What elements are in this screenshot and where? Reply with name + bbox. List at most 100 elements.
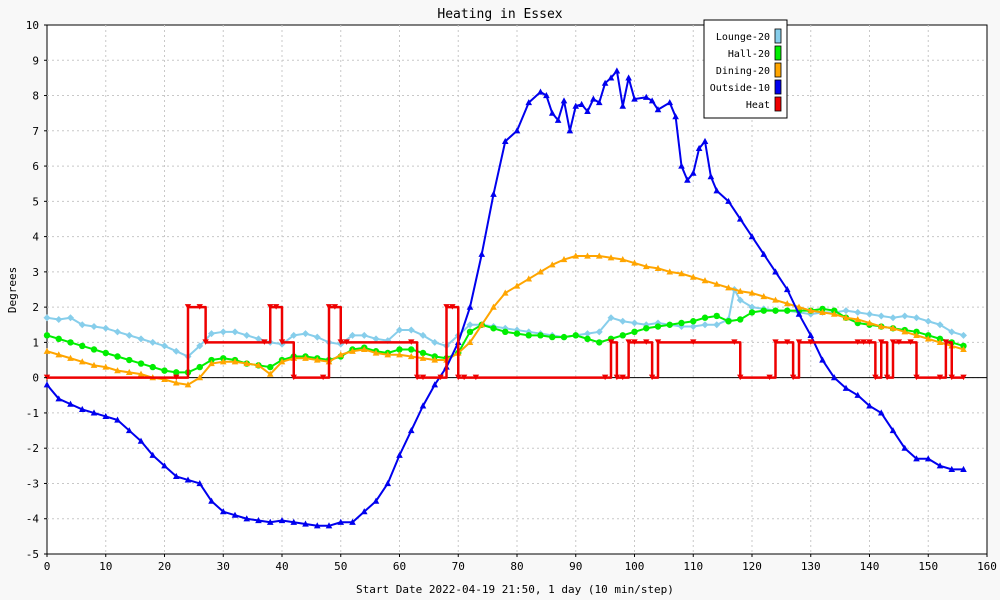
hall-20-point xyxy=(431,353,438,360)
y-tick-label: -2 xyxy=(26,442,39,455)
heat-point xyxy=(889,339,897,345)
outside-10-point xyxy=(842,384,850,391)
dining-20-point xyxy=(607,254,615,261)
dining-20-point xyxy=(125,368,133,375)
dining-20-point xyxy=(501,289,509,296)
y-tick-label: 9 xyxy=(32,54,39,67)
outside-10-point xyxy=(924,455,932,462)
legend: Lounge-20 Hall-20 Dining-20 Outside-10 Heat xyxy=(703,19,788,119)
heat-point xyxy=(643,339,650,345)
outside-10-point xyxy=(302,520,309,527)
outside-10-point xyxy=(137,437,145,444)
lounge-20-point xyxy=(631,319,638,327)
outside-10-point xyxy=(713,187,721,194)
hall-20-point xyxy=(114,353,121,360)
outside-10-point xyxy=(648,97,656,104)
legend-label-outside-10: Outside-10 xyxy=(710,83,770,94)
outside-10-point xyxy=(554,116,562,123)
outside-10-point xyxy=(208,497,215,504)
tick-labels: 0 10 20 30 40 50 60 70 80 90 100 110 120 130 140 150 160… xyxy=(26,19,997,573)
dining-20-point xyxy=(936,338,944,345)
outside-10-point xyxy=(114,416,121,423)
outside-10-point xyxy=(325,522,333,529)
dining-20-point xyxy=(595,252,603,259)
hall-20-point xyxy=(690,318,697,325)
hall-20-point xyxy=(960,342,967,350)
legend-label-hall-20: Hall-20 xyxy=(728,49,770,60)
lounge-20-point xyxy=(90,323,98,331)
lounge-20-point xyxy=(67,314,74,322)
hall-20-point xyxy=(419,349,427,357)
x-tick-label: 130 xyxy=(801,560,821,573)
hall-20-point xyxy=(208,356,215,364)
dining-20-point xyxy=(372,349,380,356)
outside-10-point xyxy=(607,74,615,81)
heat-point xyxy=(619,374,626,381)
lounge-20-point xyxy=(595,328,603,336)
hall-20-point xyxy=(67,339,74,346)
heat-point xyxy=(449,304,456,310)
lounge-20-point xyxy=(290,331,298,339)
hall-20-point xyxy=(513,330,521,337)
hall-20-point xyxy=(408,346,415,353)
x-tick-label: 110 xyxy=(683,560,703,573)
x-tick-label: 150 xyxy=(918,560,938,573)
y-tick-label: 1 xyxy=(32,336,39,349)
outside-10-point xyxy=(102,412,110,420)
dining-20-point xyxy=(819,308,826,316)
dining-20-point xyxy=(725,284,732,291)
heat-point xyxy=(601,374,609,381)
heat-point xyxy=(331,304,339,310)
y-tick-label: 8 xyxy=(32,90,39,103)
x-axis-title: Start Date 2022-04-19 21:50, 1 day (10 m… xyxy=(356,583,674,596)
dining-20-point xyxy=(666,268,674,275)
dining-20-point xyxy=(266,370,274,377)
outside-10-point xyxy=(490,190,497,197)
hall-20-point xyxy=(584,335,591,343)
dining-20-point xyxy=(572,252,580,259)
heat-point xyxy=(942,339,950,345)
dining-20-point xyxy=(537,268,544,275)
outside-10-point xyxy=(619,102,627,109)
legend-swatch-hall-20 xyxy=(774,45,782,61)
x-tick-label: 120 xyxy=(742,560,762,573)
heat-point xyxy=(408,339,415,345)
heat-point xyxy=(437,374,444,381)
outside-10-point xyxy=(666,99,674,106)
heat-point xyxy=(654,339,662,345)
hall-20-point xyxy=(701,314,709,321)
outside-10-point xyxy=(572,102,580,109)
lounge-20-point xyxy=(584,330,591,338)
dining-20-point xyxy=(913,331,920,338)
outside-10-point xyxy=(125,427,133,434)
outside-10-point xyxy=(372,497,380,504)
outside-10-point xyxy=(654,106,662,113)
outside-10-point xyxy=(172,472,180,480)
heat-point xyxy=(913,374,920,381)
lounge-20-point xyxy=(102,324,110,332)
hall-20-point xyxy=(220,355,227,362)
outside-10-point xyxy=(642,93,650,100)
lounge-20-point xyxy=(231,328,239,336)
dining-20-point xyxy=(760,293,768,300)
dining-20-point xyxy=(196,374,204,381)
outside-10-point xyxy=(513,127,521,134)
outside-10-point xyxy=(313,522,321,529)
heat-point xyxy=(613,374,621,381)
y-tick-label: -4 xyxy=(26,513,40,526)
heat-point xyxy=(872,374,879,381)
dining-20-point xyxy=(525,275,533,282)
outside-10-point xyxy=(584,107,591,115)
y-tick-label: 6 xyxy=(32,160,39,173)
lounge-20-point xyxy=(889,314,897,322)
hall-20-point xyxy=(619,332,626,339)
outside-10-point xyxy=(830,374,838,381)
dining-20-point xyxy=(419,354,427,361)
outside-10-point xyxy=(689,169,697,176)
series-outside-10 xyxy=(43,67,967,529)
y-axis-title: Degrees xyxy=(6,267,19,313)
hall-20-point xyxy=(654,323,662,330)
heat-point xyxy=(443,304,450,310)
legend-label-lounge-20: Lounge-20 xyxy=(716,32,770,43)
